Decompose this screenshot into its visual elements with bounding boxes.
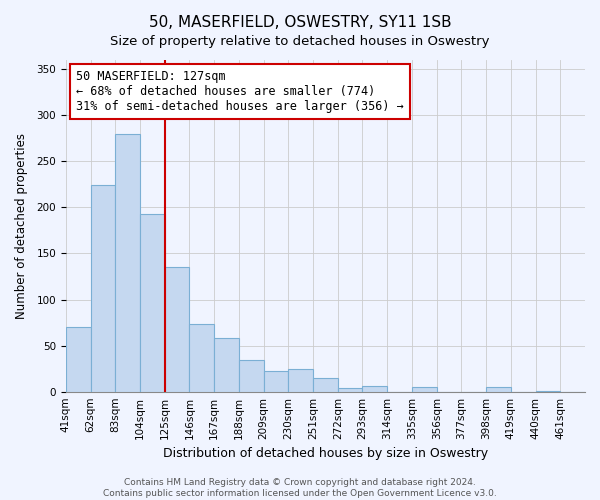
- X-axis label: Distribution of detached houses by size in Oswestry: Distribution of detached houses by size …: [163, 447, 488, 460]
- Bar: [486, 387, 511, 392]
- Bar: [338, 388, 362, 392]
- Bar: [412, 387, 437, 392]
- Bar: [115, 134, 140, 392]
- Text: 50 MASERFIELD: 127sqm
← 68% of detached houses are smaller (774)
31% of semi-det: 50 MASERFIELD: 127sqm ← 68% of detached …: [76, 70, 404, 113]
- Text: Contains HM Land Registry data © Crown copyright and database right 2024.
Contai: Contains HM Land Registry data © Crown c…: [103, 478, 497, 498]
- Bar: [140, 214, 164, 392]
- Bar: [362, 386, 387, 392]
- Text: 50, MASERFIELD, OSWESTRY, SY11 1SB: 50, MASERFIELD, OSWESTRY, SY11 1SB: [149, 15, 451, 30]
- Bar: [239, 360, 263, 392]
- Text: Size of property relative to detached houses in Oswestry: Size of property relative to detached ho…: [110, 35, 490, 48]
- Bar: [190, 324, 214, 392]
- Y-axis label: Number of detached properties: Number of detached properties: [15, 133, 28, 319]
- Bar: [263, 372, 289, 392]
- Bar: [164, 268, 190, 392]
- Bar: [313, 378, 338, 392]
- Bar: [214, 338, 239, 392]
- Bar: [289, 368, 313, 392]
- Bar: [536, 391, 560, 392]
- Bar: [91, 186, 115, 392]
- Bar: [66, 327, 91, 392]
